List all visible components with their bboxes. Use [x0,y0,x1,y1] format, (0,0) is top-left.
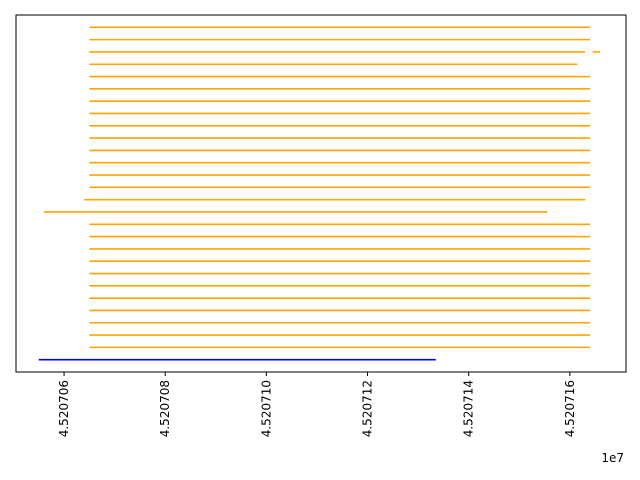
x-tick-label-0: 4.520706 [57,380,71,437]
x-tick-label-1: 4.520708 [158,380,172,437]
x-tick-label-2: 4.520710 [259,380,273,437]
x-axis-ticks: 4.520706 4.520708 4.520710 4.520712 4.520714… [57,372,577,437]
plot-frame [15,14,627,373]
plot-background [16,15,626,372]
x-tick-label-4: 4.520714 [462,380,476,437]
x-tick-label-5: 4.520716 [563,380,577,437]
x-tick-label-3: 4.520712 [361,380,375,437]
series-layer [38,26,601,361]
x-offset-label: 1e7 [601,451,624,465]
